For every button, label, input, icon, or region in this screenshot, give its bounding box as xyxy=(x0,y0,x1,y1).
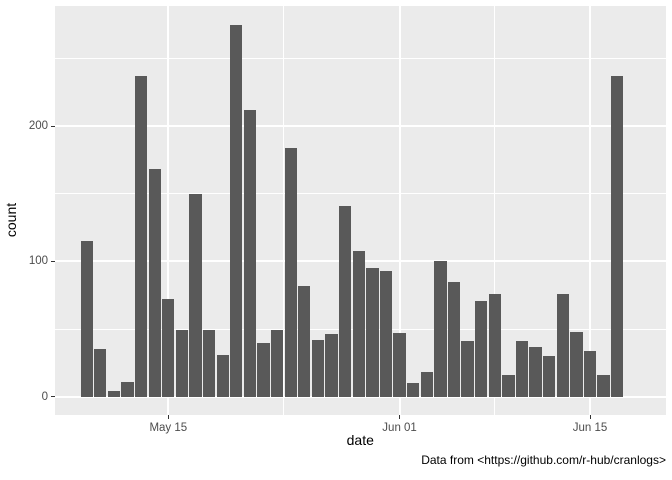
bar xyxy=(339,205,352,397)
bar xyxy=(407,383,420,397)
bar xyxy=(611,76,624,397)
bar xyxy=(134,76,148,397)
bar xyxy=(447,281,461,397)
bar xyxy=(216,354,229,397)
bar xyxy=(502,375,515,397)
gridline-major-y xyxy=(54,395,666,398)
bar xyxy=(515,341,529,397)
bar xyxy=(393,333,406,397)
x-tick-label: May 15 xyxy=(149,422,188,434)
x-tick-label: Jun 15 xyxy=(572,422,608,434)
bar xyxy=(325,334,338,397)
caption: Data from <https://github.com/r-hub/cran… xyxy=(421,453,666,467)
bar xyxy=(366,268,379,397)
bar xyxy=(107,391,121,397)
bar xyxy=(488,293,501,397)
x-tick-mark xyxy=(399,415,401,419)
bar xyxy=(434,261,447,397)
bar xyxy=(202,330,216,397)
y-tick-label: 0 xyxy=(41,390,48,403)
x-tick-mark xyxy=(589,415,591,419)
bar xyxy=(379,270,393,397)
bar xyxy=(475,300,488,397)
plot-panel xyxy=(54,6,666,415)
x-tick-label: Jun 01 xyxy=(382,422,417,434)
bar xyxy=(162,299,175,397)
bar xyxy=(529,346,542,397)
bar xyxy=(583,350,597,397)
y-tick-mark xyxy=(50,260,55,262)
bar xyxy=(270,330,284,397)
bar xyxy=(257,342,270,397)
x-tick-mark xyxy=(167,415,169,419)
bar xyxy=(175,330,189,397)
gridline-major-y xyxy=(54,125,666,128)
y-axis-title: count xyxy=(3,202,19,238)
gridline-minor-y xyxy=(54,58,666,60)
x-axis-title: date xyxy=(346,432,374,448)
bar xyxy=(597,375,610,397)
bar xyxy=(570,331,583,397)
gridline-major-x xyxy=(589,6,591,415)
y-tick-mark xyxy=(50,125,55,127)
bar xyxy=(94,349,107,397)
y-tick-label: 100 xyxy=(28,255,48,268)
bar xyxy=(556,293,569,397)
bar xyxy=(461,341,474,397)
bar xyxy=(121,381,134,397)
bar xyxy=(80,241,93,397)
gridline-major-x xyxy=(398,6,401,415)
bar xyxy=(148,169,161,397)
bar xyxy=(298,285,311,397)
gridline-minor-x xyxy=(283,6,285,415)
bar xyxy=(284,147,297,397)
y-tick-mark xyxy=(50,396,55,398)
bar xyxy=(543,356,556,397)
bar xyxy=(189,193,202,397)
gridline-minor-x xyxy=(494,6,496,415)
bar xyxy=(230,24,243,397)
gridline-major-x xyxy=(167,6,170,415)
gridline-minor-y xyxy=(54,193,666,195)
bar xyxy=(311,339,325,397)
bar xyxy=(420,372,433,397)
bar xyxy=(243,109,257,397)
bar xyxy=(352,250,365,397)
y-tick-label: 200 xyxy=(28,120,48,133)
